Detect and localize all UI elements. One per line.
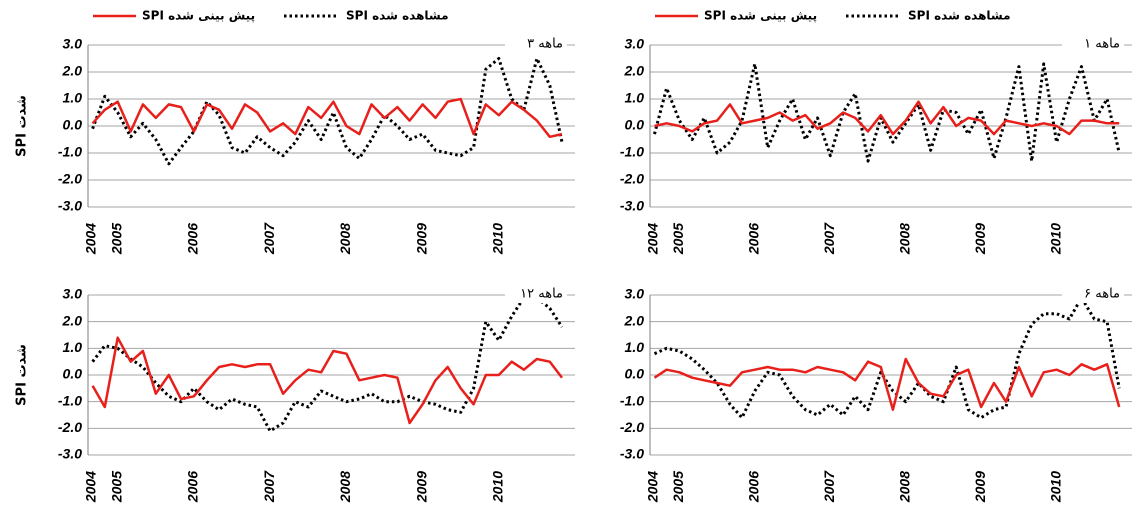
x-tick-label: 2004	[644, 471, 660, 503]
y-tick-label: 3.0	[625, 36, 645, 52]
legend-label: SPI پیش بینی شده	[142, 9, 255, 23]
y-tick-label: 0.0	[625, 117, 645, 133]
x-tick-label: 2009	[413, 223, 429, 255]
series-line	[653, 296, 1121, 420]
x-tick-label: 2009	[972, 471, 988, 503]
y-tick-label: -3.0	[58, 198, 82, 214]
x-tick-label: 2009	[972, 223, 988, 255]
y-tick-label: -2.0	[58, 419, 82, 435]
x-tick-label: 2006	[185, 223, 201, 255]
x-tick-label: 2005	[108, 471, 124, 503]
series-line	[653, 357, 1121, 411]
y-tick-label: -1.0	[620, 392, 644, 408]
legend-label: SPI پیش بینی شده	[704, 9, 817, 23]
series-line	[91, 336, 563, 425]
y-tick-label: 3.0	[625, 286, 645, 302]
x-tick-label: 2005	[670, 223, 686, 255]
x-tick-label: 2010	[489, 223, 505, 255]
x-tick-label: 2008	[896, 471, 912, 503]
series-line	[91, 296, 564, 433]
y-tick-label: 2.0	[624, 312, 645, 328]
x-tick-label: 2010	[1047, 223, 1063, 255]
x-tick-label: 2008	[337, 471, 353, 503]
y-tick-label: 1.0	[63, 339, 83, 355]
y-tick-label: 1.0	[625, 339, 645, 355]
x-tick-label: 2008	[337, 223, 353, 255]
y-tick-label: -2.0	[620, 419, 644, 435]
x-tick-label: 2007	[821, 222, 837, 255]
y-tick-label: 0.0	[63, 366, 83, 382]
x-tick-label: 2009	[413, 471, 429, 503]
x-tick-label: 2007	[821, 470, 837, 503]
y-axis-label: شدت SPI	[15, 344, 30, 406]
y-tick-label: -1.0	[620, 144, 644, 160]
x-tick-label: 2004	[644, 223, 660, 255]
chart-title: ۶ ماهه	[1084, 287, 1120, 302]
y-tick-label: -2.0	[58, 171, 82, 187]
y-tick-label: 3.0	[63, 286, 83, 302]
y-tick-label: -2.0	[620, 171, 644, 187]
x-tick-label: 2005	[108, 223, 124, 255]
y-tick-label: 2.0	[62, 63, 83, 79]
chart-title: ۱۲ ماهه	[520, 287, 563, 302]
legend-label: SPI مشاهده شده	[346, 9, 449, 23]
title-background	[505, 285, 567, 303]
series-line	[654, 100, 1120, 136]
y-tick-label: 2.0	[62, 312, 83, 328]
y-tick-label: -1.0	[58, 144, 82, 160]
x-tick-label: 2010	[489, 471, 505, 503]
y-tick-label: 0.0	[625, 366, 645, 382]
y-tick-label: 1.0	[625, 90, 645, 106]
x-tick-label: 2008	[896, 223, 912, 255]
y-axis-label: شدت SPI	[15, 95, 30, 157]
x-tick-label: 2010	[1047, 471, 1063, 503]
y-tick-label: 1.0	[63, 90, 83, 106]
series-line	[653, 62, 1121, 163]
title-background	[1062, 285, 1124, 303]
x-tick-label: 2007	[261, 222, 277, 255]
chart-title: ۳ ماهه	[527, 37, 563, 52]
y-tick-label: -3.0	[58, 446, 82, 462]
x-tick-label: 2006	[746, 223, 762, 255]
chart-title: ۱ ماهه	[1084, 37, 1120, 52]
y-tick-label: -3.0	[620, 198, 644, 214]
x-tick-label: 2005	[670, 471, 686, 503]
x-tick-label: 2006	[746, 471, 762, 503]
x-tick-label: 2006	[185, 471, 201, 503]
x-tick-label: 2007	[261, 470, 277, 503]
y-tick-label: -1.0	[58, 392, 82, 408]
title-background	[505, 35, 567, 53]
legend-label: SPI مشاهده شده	[908, 9, 1011, 23]
x-tick-label: 2004	[83, 471, 99, 503]
y-tick-label: 0.0	[63, 117, 83, 133]
title-background	[1062, 35, 1124, 53]
x-tick-label: 2004	[83, 223, 99, 255]
y-tick-label: 3.0	[63, 36, 83, 52]
series-line	[91, 97, 563, 139]
y-tick-label: 2.0	[624, 63, 645, 79]
y-tick-label: -3.0	[620, 446, 644, 462]
